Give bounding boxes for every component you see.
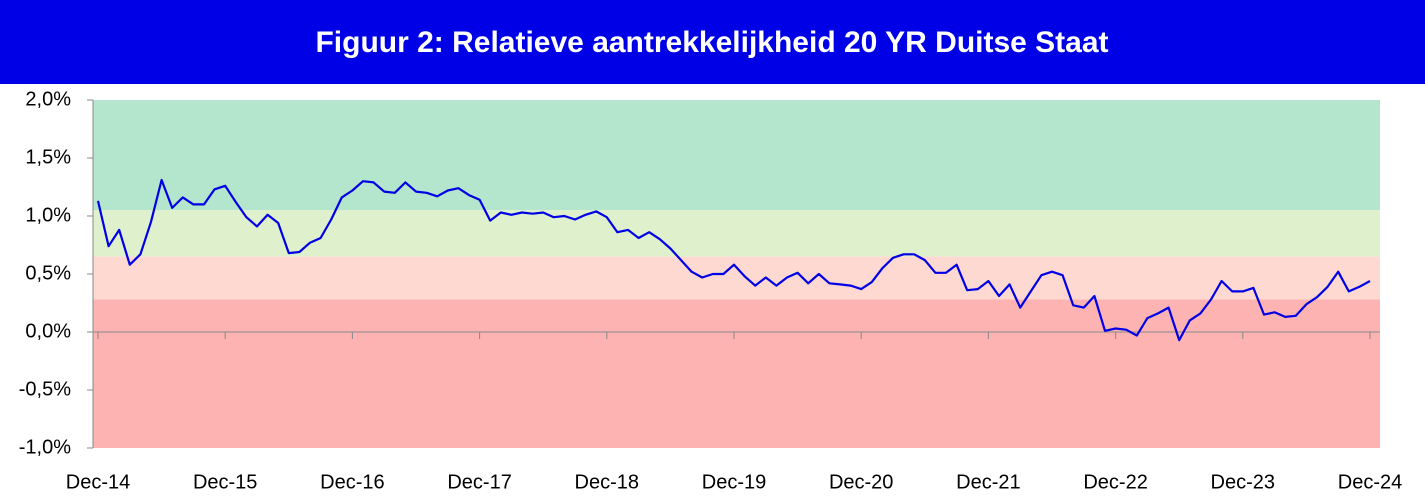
y-tick-label: -0,5% bbox=[19, 378, 71, 400]
y-tick-label: 0,5% bbox=[25, 262, 71, 284]
y-tick-label: 1,0% bbox=[25, 204, 71, 226]
y-tick-label: -1,0% bbox=[19, 436, 71, 458]
x-tick-label: Dec-14 bbox=[66, 471, 130, 493]
x-tick-label: Dec-24 bbox=[1338, 471, 1402, 493]
zone-band bbox=[93, 299, 1380, 448]
x-tick-label: Dec-15 bbox=[193, 471, 257, 493]
x-tick-label: Dec-20 bbox=[829, 471, 893, 493]
zone-band bbox=[93, 210, 1380, 257]
x-tick-label: Dec-16 bbox=[320, 471, 384, 493]
x-tick-label: Dec-17 bbox=[447, 471, 511, 493]
zone-band bbox=[93, 256, 1380, 300]
y-tick-label: 1,5% bbox=[25, 146, 71, 168]
x-tick-label: Dec-18 bbox=[575, 471, 639, 493]
y-tick-label: 0,0% bbox=[25, 320, 71, 342]
chart-title: Figuur 2: Relatieve aantrekkelijkheid 20… bbox=[315, 26, 1108, 59]
title-bar bbox=[0, 0, 1425, 84]
zone-band bbox=[93, 100, 1380, 211]
x-tick-label: Dec-23 bbox=[1211, 471, 1275, 493]
data-line bbox=[96, 178, 1371, 342]
x-tick-label: Dec-22 bbox=[1083, 471, 1147, 493]
y-tick-label: 2,0% bbox=[25, 88, 71, 110]
x-tick-label: Dec-21 bbox=[956, 471, 1020, 493]
x-tick-label: Dec-19 bbox=[702, 471, 766, 493]
